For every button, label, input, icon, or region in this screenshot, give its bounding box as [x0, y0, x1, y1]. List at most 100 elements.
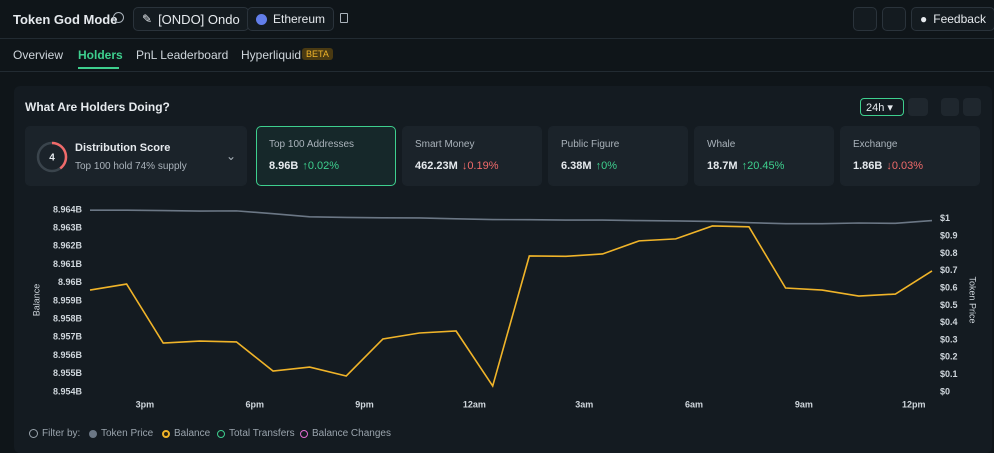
card-title: Top 100 Addresses	[269, 139, 355, 150]
expand-button[interactable]	[941, 98, 959, 116]
x-tick-label: 12pm	[902, 399, 926, 409]
card-value: 1.86B ↓0.03%	[853, 160, 923, 172]
x-tick-label: 6am	[685, 399, 703, 409]
y2-axis-title: Token Price	[968, 276, 978, 323]
filter-label: Filter by:	[29, 428, 80, 439]
legend-swatch	[217, 429, 225, 438]
y-tick-label: 8.962B	[53, 241, 83, 251]
holder-card[interactable]: Whale 18.7M ↑20.45%	[694, 126, 834, 186]
tab[interactable]: Hyperliquid	[241, 48, 302, 62]
y-tick-label: 8.955B	[53, 368, 83, 378]
distribution-title: Distribution Score	[75, 142, 171, 154]
holder-card[interactable]: Public Figure 6.38M ↑0%	[548, 126, 688, 186]
x-tick-label: 12am	[463, 399, 486, 409]
distribution-subtitle: Top 100 hold 74% supply	[75, 161, 187, 172]
y2-tick-label: $0.4	[940, 317, 958, 327]
y-tick-label: 8.96B	[58, 277, 83, 287]
holder-card[interactable]: Exchange 1.86B ↓0.03%	[840, 126, 980, 186]
value: 462.23M	[415, 160, 458, 172]
copy-icon[interactable]	[340, 13, 348, 23]
y2-tick-label: $0.5	[940, 300, 958, 310]
x-tick-label: 3am	[575, 399, 593, 409]
feedback-button[interactable]: ● Feedback	[911, 7, 994, 31]
legend-swatch	[300, 429, 308, 438]
divider	[0, 38, 994, 39]
y2-tick-label: $0.2	[940, 352, 958, 362]
chat-icon: ●	[920, 12, 928, 26]
legend-label: Token Price	[101, 428, 154, 439]
feedback-label: Feedback	[933, 12, 986, 26]
card-title: Smart Money	[415, 139, 475, 150]
change: ↓0.03%	[886, 160, 924, 172]
y-tick-label: 8.957B	[53, 332, 83, 342]
change-value: 20.45%	[747, 160, 785, 172]
card-value: 8.96B ↑0.02%	[269, 160, 339, 172]
y-tick-label: 8.961B	[53, 259, 83, 269]
change-value: 0.03%	[891, 160, 924, 172]
collapse-button[interactable]	[963, 98, 981, 116]
card-title: Public Figure	[561, 139, 620, 150]
chain-button[interactable]: Ethereum	[247, 7, 335, 31]
page-title: Token God Mode	[13, 12, 118, 27]
legend-entry[interactable]: Total Transfers	[217, 428, 295, 439]
legend-swatch	[162, 429, 170, 438]
watch-button[interactable]	[853, 7, 877, 31]
timeframe-select[interactable]: 24h ▾	[860, 98, 904, 116]
legend-swatch	[89, 429, 97, 438]
legend-entry[interactable]: Balance	[162, 428, 210, 439]
info-icon[interactable]	[113, 12, 124, 23]
calendar-button[interactable]	[908, 98, 928, 116]
ring-arc	[51, 141, 68, 170]
legend-label: Balance Changes	[312, 428, 391, 439]
holder-card[interactable]: Top 100 Addresses 8.96B ↑0.02%	[256, 126, 396, 186]
x-tick-label: 9am	[795, 399, 813, 409]
change-value: 0.02%	[307, 160, 340, 172]
token-name: [ONDO] Ondo	[158, 11, 240, 27]
pin-button[interactable]	[882, 7, 906, 31]
y-tick-label: 8.958B	[53, 314, 83, 324]
y2-tick-label: $0	[940, 386, 950, 396]
legend-entry[interactable]: Token Price	[89, 428, 153, 439]
card-title: Whale	[707, 139, 736, 150]
chart: Balance Token Price 8.954B 8.955B 8.956B 8.…	[31, 204, 978, 409]
timeframe: 24h	[866, 102, 885, 114]
card-value: 6.38M ↑0%	[561, 160, 617, 172]
value: 6.38M	[561, 160, 592, 172]
distribution-card[interactable]: 4 Distribution Score Top 100 hold 74% su…	[25, 126, 247, 186]
legend-label: Total Transfers	[229, 428, 295, 439]
tab-active[interactable]: Holders	[78, 48, 123, 62]
chain-icon	[256, 13, 267, 25]
y2-tick-label: $0.7	[940, 265, 958, 275]
y2-tick-label: $0.6	[940, 282, 958, 292]
filter-icon	[29, 429, 38, 438]
legend-entry[interactable]: Balance Changes	[300, 428, 391, 439]
change: ↓0.19%	[461, 160, 499, 172]
y2-tick-label: $0.3	[940, 334, 958, 344]
card-value: 18.7M ↑20.45%	[707, 160, 784, 172]
tab-underline	[78, 67, 119, 69]
x-tick-label: 6pm	[245, 399, 264, 409]
holder-card[interactable]: Smart Money 462.23M ↓0.19%	[402, 126, 542, 186]
value: 18.7M	[707, 160, 738, 172]
change: ↑0%	[595, 160, 617, 172]
pencil-icon: ✎	[142, 12, 153, 26]
change-value: 0%	[601, 160, 617, 172]
change-value: 0.19%	[467, 160, 499, 172]
series-line	[89, 225, 933, 388]
tab[interactable]: Overview	[13, 48, 64, 62]
card-title: Exchange	[853, 139, 898, 150]
filter-text: Filter by:	[42, 428, 81, 439]
card-value: 462.23M ↓0.19%	[415, 160, 499, 172]
tab[interactable]: PnL Leaderboard	[136, 48, 229, 62]
series-line	[90, 209, 933, 225]
y-tick-label: 8.959B	[53, 295, 83, 305]
y-tick-label: 8.956B	[53, 350, 83, 360]
change: ↑20.45%	[741, 160, 785, 172]
token-button[interactable]: ✎ [ONDO] Ondo	[133, 7, 249, 31]
y-tick-label: 8.963B	[53, 222, 83, 232]
x-tick-label: 3pm	[136, 399, 155, 409]
holders-panel: What Are Holders Doing? 24h ▾ 4 Distribu…	[14, 86, 992, 453]
y-axis-title: Balance	[31, 284, 41, 317]
y2-tick-label: $0.8	[940, 248, 958, 258]
